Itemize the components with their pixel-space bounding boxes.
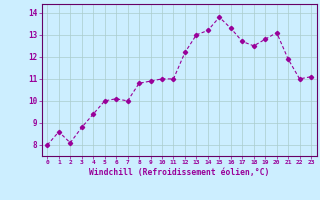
X-axis label: Windchill (Refroidissement éolien,°C): Windchill (Refroidissement éolien,°C) [89, 168, 269, 177]
